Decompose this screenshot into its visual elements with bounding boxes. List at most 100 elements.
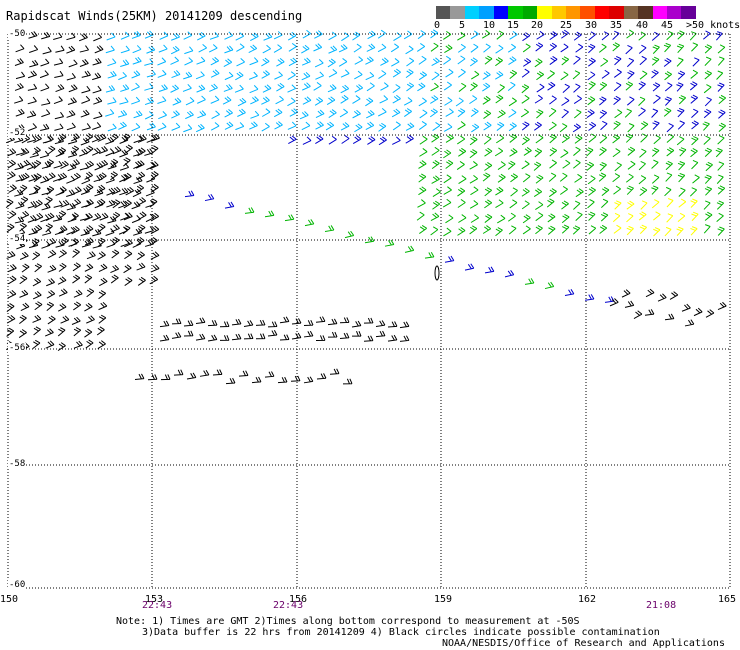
wind-barb [457, 135, 466, 145]
wind-barb [470, 186, 479, 196]
wind-barb [183, 124, 193, 133]
wind-barb [549, 134, 557, 144]
wind-barb [677, 161, 686, 171]
wind-barb [327, 318, 338, 326]
wind-barb [225, 377, 236, 385]
wind-barb [86, 251, 96, 260]
wind-barb [92, 212, 102, 221]
wind-barb [612, 134, 621, 144]
wind-barb [522, 225, 531, 235]
wind-barb [195, 317, 206, 324]
wind-barb [445, 108, 454, 117]
wind-barb [469, 161, 478, 170]
wind-barb [677, 30, 685, 40]
wind-barb [195, 123, 205, 133]
wind-barb [197, 31, 206, 41]
wind-barb [510, 173, 518, 183]
wind-barb [204, 193, 215, 202]
wind-barb [287, 97, 296, 107]
wind-barb [146, 161, 155, 171]
wind-barb [198, 44, 208, 53]
wind-barb [196, 56, 206, 65]
wind-barb [676, 43, 685, 54]
wind-barb [387, 321, 398, 328]
wind-barb [638, 160, 646, 171]
wind-barb [170, 84, 179, 93]
wind-barb [303, 319, 314, 326]
wind-barb [146, 45, 156, 54]
wind-barb [651, 174, 660, 184]
wind-barb [273, 44, 283, 53]
wind-barb [111, 249, 120, 259]
wind-barb [424, 251, 435, 259]
wind-barb [98, 146, 108, 154]
wind-barb [71, 316, 81, 325]
wind-barb [301, 57, 311, 66]
wind-barb [209, 83, 218, 92]
wind-barb [507, 212, 516, 222]
wind-barb [8, 184, 17, 193]
colorbar-swatch [522, 6, 538, 19]
wind-barb [255, 333, 266, 340]
wind-barb [70, 159, 80, 167]
wind-barb [377, 43, 387, 53]
wind-barb [417, 30, 426, 40]
wind-barb [106, 239, 116, 248]
wind-barb [549, 147, 558, 157]
wind-barb [261, 57, 270, 67]
wind-barb [689, 81, 698, 91]
colorbar-swatch [580, 6, 595, 19]
wind-barb [677, 107, 685, 118]
wind-barb [110, 171, 118, 181]
wind-barb [691, 120, 699, 130]
wind-barb [573, 95, 582, 104]
wind-barb [352, 31, 361, 41]
wind-barb [702, 121, 710, 131]
wind-barb [195, 71, 205, 80]
wind-barb [614, 200, 622, 210]
wind-barb [497, 84, 505, 94]
wind-barb [327, 58, 336, 68]
wind-barb [417, 199, 426, 208]
wind-barb [664, 82, 673, 92]
wind-barb [613, 95, 621, 105]
wind-barb [72, 186, 82, 195]
wind-barb [458, 82, 467, 92]
wind-barb [92, 122, 102, 130]
colorbar-label: 20 [531, 20, 544, 31]
wind-barb [548, 107, 557, 118]
wind-barb [85, 199, 94, 208]
wind-barb [644, 309, 655, 316]
wind-barb [199, 369, 210, 377]
wind-barb [547, 225, 556, 235]
colorbar-swatch [565, 6, 581, 19]
wind-barb [444, 44, 453, 53]
wind-barb [403, 97, 413, 106]
wind-barb [442, 198, 452, 208]
wind-barb [136, 237, 145, 246]
wind-barb [150, 171, 159, 180]
wind-barb [301, 121, 311, 131]
wind-barb [27, 83, 38, 91]
wind-barb [509, 69, 518, 79]
wind-barb [14, 82, 24, 91]
wind-barb [86, 288, 95, 298]
wind-barb [484, 162, 493, 171]
wind-barb [666, 133, 675, 143]
wind-barb [6, 251, 16, 259]
wind-barb [509, 30, 518, 40]
wind-barb [120, 212, 130, 221]
wind-barb [705, 309, 715, 318]
wind-barb [429, 108, 438, 118]
wind-barb [8, 275, 17, 285]
wind-barb [197, 110, 207, 119]
wind-barb [314, 30, 323, 39]
wind-barb [27, 200, 37, 209]
wind-barb [47, 145, 56, 155]
wind-barb [354, 70, 363, 80]
wind-barb [404, 108, 412, 118]
wind-barb [690, 94, 698, 104]
wind-barb [352, 135, 362, 144]
wind-barb [418, 71, 427, 81]
wind-barb [120, 45, 130, 54]
